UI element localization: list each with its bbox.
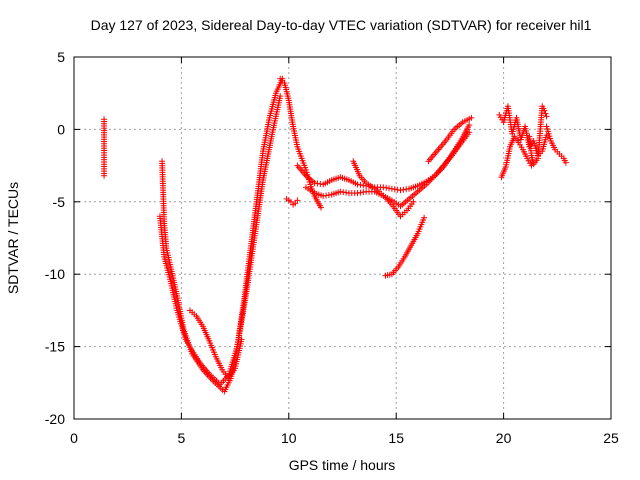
x-tick-label: 20 — [496, 430, 512, 446]
y-tick-label: 5 — [57, 49, 65, 65]
data-point — [542, 110, 549, 117]
x-tick-label: 25 — [603, 430, 619, 446]
data-point — [466, 129, 473, 136]
data-point — [318, 204, 325, 211]
y-tick-label: -10 — [45, 266, 65, 282]
data-point — [238, 336, 245, 343]
x-tick-label: 15 — [388, 430, 404, 446]
x-tick-label: 0 — [70, 430, 78, 446]
data-point — [410, 198, 417, 205]
x-tick-label: 10 — [281, 430, 297, 446]
chart-title: Day 127 of 2023, Sidereal Day-to-day VTE… — [91, 17, 592, 33]
data-point — [543, 113, 550, 120]
grid-lines — [74, 57, 611, 419]
data-point — [421, 214, 428, 221]
y-tick-label: 0 — [57, 121, 65, 137]
axis-ticks: 0 5 10 15 20 25 -20 -15 -10 -5 0 5 — [45, 49, 619, 446]
data-point — [466, 122, 473, 129]
y-tick-label: -20 — [45, 411, 65, 427]
data-points — [101, 75, 569, 395]
y-tick-label: -5 — [53, 194, 66, 210]
data-point — [562, 159, 569, 166]
y-tick-label: -15 — [45, 339, 65, 355]
data-point — [294, 197, 301, 204]
data-point — [468, 114, 475, 121]
y-axis-label: SDTVAR / TECUs — [5, 182, 21, 294]
plot-frame — [73, 56, 612, 420]
data-point — [541, 107, 548, 114]
x-tick-label: 5 — [178, 430, 186, 446]
data-point — [277, 93, 284, 100]
data-point — [101, 172, 108, 179]
x-axis-label: GPS time / hours — [289, 457, 396, 473]
